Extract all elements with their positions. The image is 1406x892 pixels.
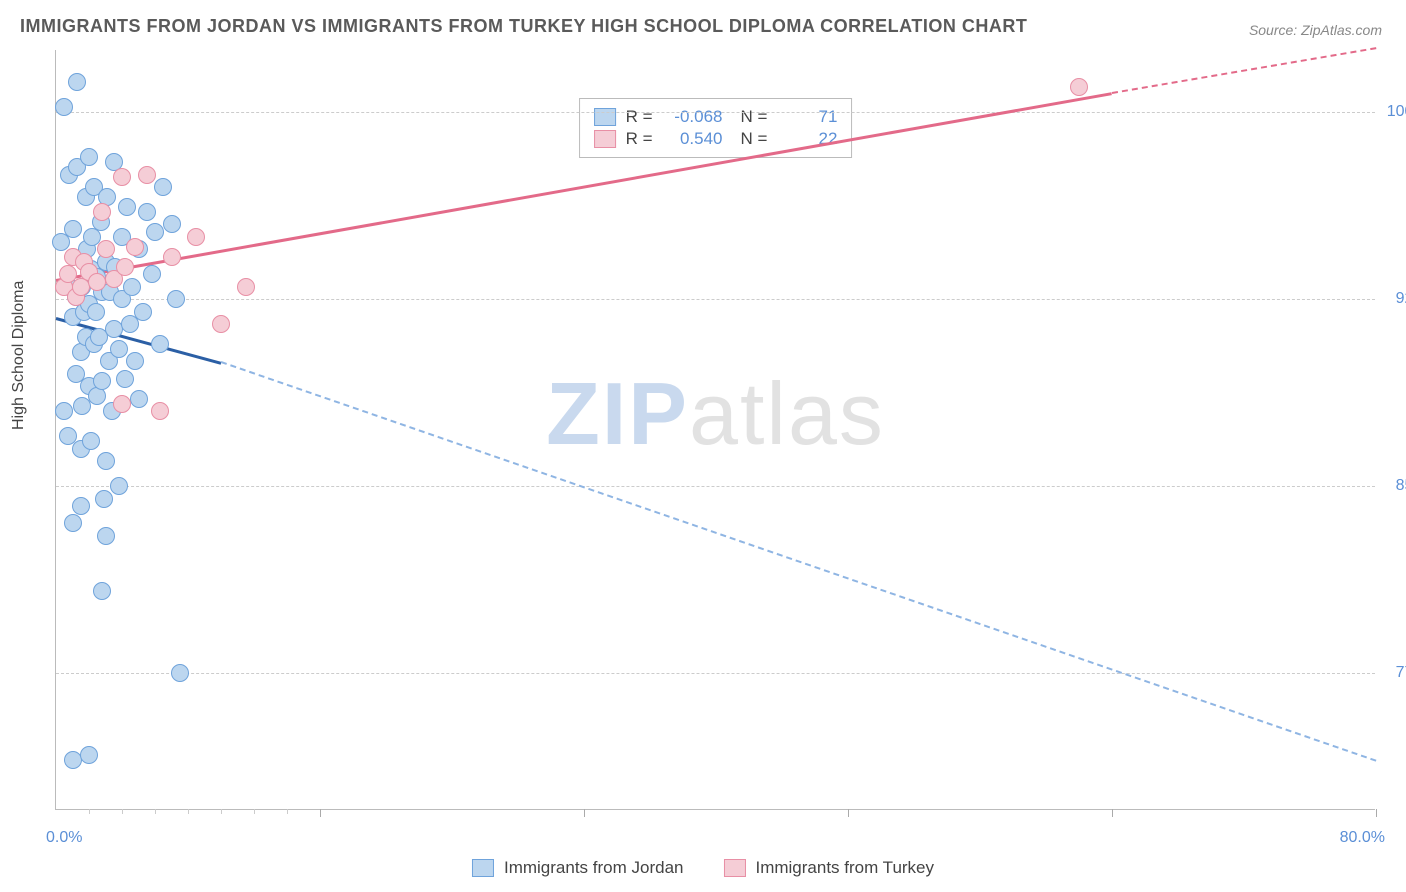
r-label: R =	[626, 129, 653, 149]
legend-label-turkey: Immigrants from Turkey	[755, 858, 934, 878]
data-point-jordan	[93, 372, 111, 390]
r-label: R =	[626, 107, 653, 127]
x-tick-minor	[122, 809, 123, 814]
x-tick-minor	[254, 809, 255, 814]
data-point-jordan	[126, 352, 144, 370]
data-point-jordan	[64, 514, 82, 532]
swatch-turkey	[594, 130, 616, 148]
data-point-jordan	[55, 98, 73, 116]
y-tick-label: 100.0%	[1381, 103, 1406, 121]
x-tick-minor	[221, 809, 222, 814]
data-point-jordan	[123, 278, 141, 296]
n-value-jordan: 71	[777, 107, 837, 127]
x-tick-major	[848, 809, 849, 817]
data-point-jordan	[105, 320, 123, 338]
data-point-jordan	[116, 370, 134, 388]
watermark: ZIPatlas	[546, 363, 885, 465]
legend-item-jordan: Immigrants from Jordan	[472, 858, 684, 878]
data-point-jordan	[110, 340, 128, 358]
chart-plot-area: ZIPatlas R = -0.068 N = 71 R = 0.540 N =…	[55, 50, 1375, 810]
gridline-h	[56, 486, 1375, 487]
source-name: ZipAtlas.com	[1301, 22, 1382, 38]
gridline-h	[56, 299, 1375, 300]
watermark-zip: ZIP	[546, 364, 689, 463]
data-point-jordan	[163, 215, 181, 233]
y-axis-label: High School Diploma	[10, 281, 28, 430]
y-tick-label: 85.0%	[1381, 477, 1406, 495]
x-tick-minor	[287, 809, 288, 814]
chart-title: IMMIGRANTS FROM JORDAN VS IMMIGRANTS FRO…	[20, 16, 1027, 37]
data-point-jordan	[68, 73, 86, 91]
swatch-jordan	[594, 108, 616, 126]
data-point-jordan	[97, 452, 115, 470]
legend-item-turkey: Immigrants from Turkey	[723, 858, 934, 878]
swatch-jordan	[472, 859, 494, 877]
data-point-jordan	[151, 335, 169, 353]
data-point-turkey	[113, 168, 131, 186]
trend-line	[221, 362, 1377, 763]
trend-line	[1112, 48, 1376, 95]
data-point-turkey	[93, 203, 111, 221]
y-tick-label: 92.5%	[1381, 290, 1406, 308]
data-point-jordan	[171, 664, 189, 682]
x-tick-minor	[155, 809, 156, 814]
n-label: N =	[741, 107, 768, 127]
data-point-jordan	[82, 432, 100, 450]
data-point-jordan	[72, 497, 90, 515]
gridline-h	[56, 673, 1375, 674]
correlation-legend: R = -0.068 N = 71 R = 0.540 N = 22	[579, 98, 853, 158]
x-tick-major	[1112, 809, 1113, 817]
gridline-h	[56, 112, 1375, 113]
data-point-jordan	[64, 220, 82, 238]
data-point-turkey	[126, 238, 144, 256]
x-tick-minor	[89, 809, 90, 814]
data-point-turkey	[138, 166, 156, 184]
data-point-jordan	[118, 198, 136, 216]
data-point-turkey	[113, 395, 131, 413]
data-point-jordan	[95, 490, 113, 508]
watermark-atlas: atlas	[689, 364, 885, 463]
data-point-turkey	[212, 315, 230, 333]
data-point-jordan	[93, 582, 111, 600]
series-legend: Immigrants from Jordan Immigrants from T…	[472, 858, 934, 878]
data-point-turkey	[97, 240, 115, 258]
data-point-jordan	[167, 290, 185, 308]
data-point-jordan	[80, 746, 98, 764]
x-tick-major	[320, 809, 321, 817]
data-point-jordan	[97, 527, 115, 545]
data-point-turkey	[116, 258, 134, 276]
x-tick-major	[1376, 809, 1377, 817]
data-point-jordan	[143, 265, 161, 283]
x-axis-max-label: 80.0%	[1340, 829, 1385, 847]
data-point-turkey	[163, 248, 181, 266]
data-point-jordan	[138, 203, 156, 221]
data-point-turkey	[237, 278, 255, 296]
data-point-turkey	[187, 228, 205, 246]
data-point-turkey	[1070, 78, 1088, 96]
n-label: N =	[741, 129, 768, 149]
data-point-jordan	[87, 303, 105, 321]
legend-row-jordan: R = -0.068 N = 71	[594, 107, 838, 127]
data-point-jordan	[130, 390, 148, 408]
x-tick-minor	[188, 809, 189, 814]
data-point-turkey	[151, 402, 169, 420]
data-point-jordan	[59, 427, 77, 445]
x-tick-major	[584, 809, 585, 817]
x-axis-min-label: 0.0%	[46, 829, 82, 847]
data-point-jordan	[110, 477, 128, 495]
data-point-jordan	[154, 178, 172, 196]
data-point-jordan	[146, 223, 164, 241]
data-point-jordan	[80, 148, 98, 166]
data-point-jordan	[55, 402, 73, 420]
swatch-turkey	[723, 859, 745, 877]
data-point-jordan	[134, 303, 152, 321]
r-value-jordan: -0.068	[663, 107, 723, 127]
source-prefix: Source:	[1249, 22, 1301, 38]
data-point-turkey	[88, 273, 106, 291]
source-attribution: Source: ZipAtlas.com	[1249, 22, 1382, 38]
y-tick-label: 77.5%	[1381, 664, 1406, 682]
data-point-jordan	[64, 751, 82, 769]
legend-label-jordan: Immigrants from Jordan	[504, 858, 684, 878]
r-value-turkey: 0.540	[663, 129, 723, 149]
